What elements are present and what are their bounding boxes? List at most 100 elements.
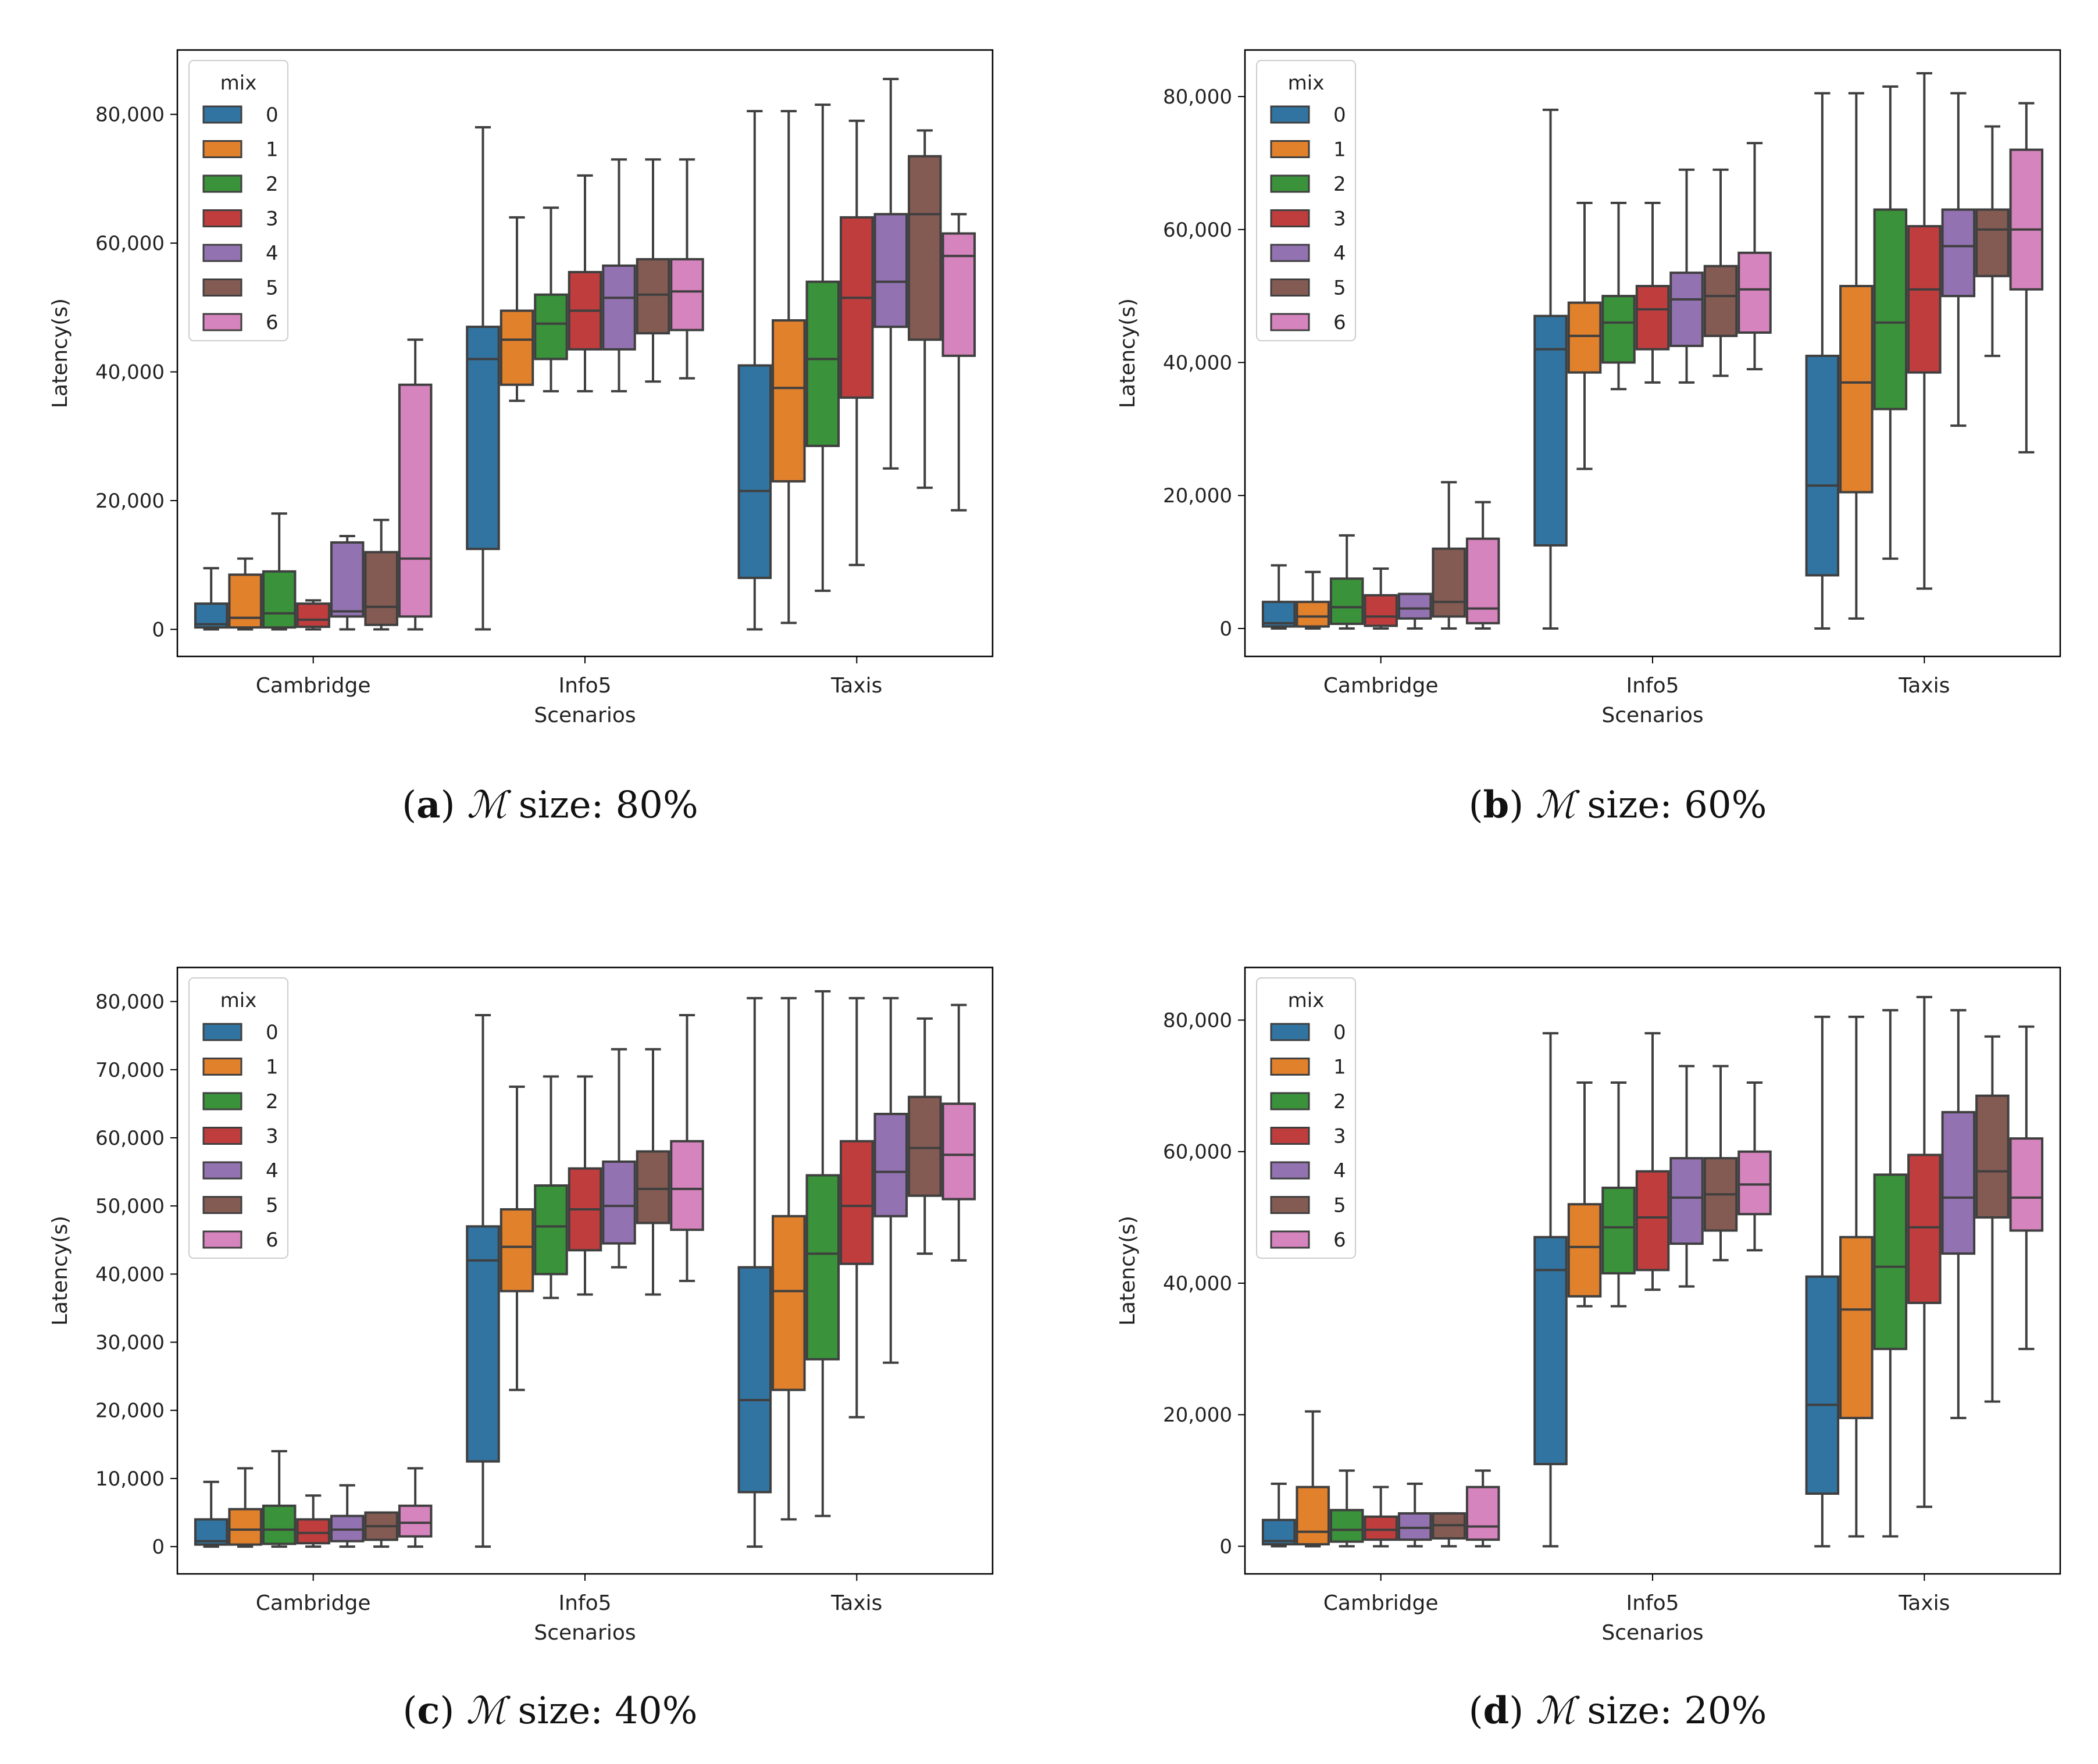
box-iqr	[737, 1266, 772, 1494]
box-iqr	[1397, 592, 1432, 620]
box-1-taxis	[772, 997, 806, 1521]
legend-label-2: 2	[1333, 173, 1346, 196]
legend-label-1: 1	[266, 138, 279, 162]
y-axis-label: Latency(s)	[48, 1216, 72, 1326]
box-5-taxis	[1975, 125, 2010, 358]
legend-swatch-3	[1270, 1127, 1310, 1145]
legend: mix 0 1 2 3 4 5 6	[1256, 60, 1356, 341]
box-1-cambridge	[1296, 570, 1330, 630]
legend-swatch-0	[1270, 1023, 1310, 1041]
legend-label-4: 4	[266, 1159, 279, 1183]
legend-swatch-4	[1270, 1161, 1310, 1180]
box-0-cambridge	[1261, 1483, 1296, 1548]
box-iqr	[636, 1150, 670, 1224]
box-5-cambridge	[364, 1511, 398, 1548]
box-iqr	[296, 602, 330, 629]
chart-panel-1: 0 20,000 40,000 60,000 80,000 Cambridge Info5 T…	[1116, 49, 2061, 827]
box-iqr	[1703, 265, 1738, 337]
box-4-cambridge	[330, 1484, 365, 1548]
box-iqr	[1397, 1512, 1432, 1541]
legend-swatch-4	[202, 1161, 242, 1180]
box-iqr	[262, 1504, 297, 1545]
box-6-cambridge	[1465, 1469, 1500, 1548]
box-2-info5	[534, 1075, 568, 1299]
box-iqr	[873, 1112, 908, 1217]
x-tick-label: Taxis	[830, 1591, 882, 1615]
box-5-cambridge	[364, 519, 398, 631]
box-6-taxis	[2009, 1025, 2044, 1351]
y-tick-label: 0	[152, 618, 165, 641]
box-6-cambridge	[1465, 501, 1500, 630]
y-tick-label: 50,000	[95, 1195, 165, 1218]
box-iqr	[1805, 355, 1840, 577]
box-iqr	[1329, 1509, 1364, 1543]
box-3-taxis	[840, 997, 874, 1419]
y-tick-label: 0	[1219, 1535, 1232, 1558]
y-tick-label: 30,000	[95, 1331, 165, 1355]
legend-label-3: 3	[1333, 208, 1346, 231]
box-3-info5	[568, 1075, 602, 1296]
box-4-cambridge	[330, 534, 365, 631]
legend-label-1: 1	[1333, 138, 1346, 162]
box-iqr	[364, 551, 398, 626]
box-4-cambridge	[1397, 592, 1432, 630]
box-iqr	[228, 1508, 262, 1546]
legend-label-5: 5	[1333, 1194, 1346, 1217]
box-3-taxis	[840, 119, 874, 566]
box-iqr	[296, 1518, 330, 1545]
x-tick-label: Info5	[558, 1591, 611, 1615]
box-6-info5	[1737, 142, 1772, 370]
legend-swatch-3	[202, 209, 242, 227]
box-iqr	[1567, 301, 1602, 374]
box-iqr	[1839, 284, 1874, 494]
box-iqr	[840, 1140, 874, 1265]
legend: mix 0 1 2 3 4 5 6	[188, 60, 288, 341]
box-iqr	[602, 1160, 636, 1245]
x-tick-label: Info5	[1626, 674, 1679, 698]
legend-label-2: 2	[266, 1090, 279, 1113]
box-iqr	[1364, 594, 1398, 627]
box-iqr	[398, 1504, 433, 1538]
box-4-info5	[1669, 1065, 1704, 1288]
box-iqr	[772, 1215, 806, 1391]
box-0-taxis	[737, 997, 772, 1548]
box-1-cambridge	[1296, 1410, 1330, 1548]
legend-swatch-1	[1270, 1058, 1310, 1076]
box-3-cambridge	[1364, 1486, 1398, 1548]
box-iqr	[534, 1184, 568, 1276]
box-0-info5	[1533, 108, 1568, 630]
box-3-cambridge	[1364, 567, 1398, 630]
axes-frame	[1244, 49, 2061, 658]
box-4-taxis	[1941, 1009, 1976, 1419]
legend-swatch-5	[1270, 1196, 1310, 1214]
box-iqr	[670, 258, 704, 331]
box-iqr	[737, 364, 772, 579]
box-2-info5	[534, 206, 568, 392]
box-5-taxis	[1975, 1035, 2010, 1403]
box-2-taxis	[805, 103, 840, 592]
legend-swatch-6	[202, 1230, 242, 1249]
box-5-info5	[1703, 1065, 1738, 1262]
box-1-taxis	[1839, 1015, 1874, 1538]
box-iqr	[1737, 1150, 1772, 1216]
y-tick-label: 20,000	[95, 490, 165, 513]
y-tick-label: 40,000	[1163, 1272, 1232, 1295]
y-axis-label: Latency(s)	[1116, 1216, 1140, 1326]
box-5-info5	[636, 158, 670, 383]
y-tick-label: 0	[1219, 617, 1232, 641]
box-iqr	[1873, 208, 1908, 410]
y-tick-label: 40,000	[1163, 352, 1232, 375]
box-3-cambridge	[296, 599, 330, 631]
box-2-cambridge	[262, 512, 297, 631]
box-iqr	[1839, 1235, 1874, 1419]
box-1-info5	[1567, 1081, 1602, 1308]
x-tick-label: Info5	[558, 674, 611, 698]
box-0-taxis	[1805, 1015, 1840, 1548]
box-0-info5	[466, 1014, 500, 1548]
box-4-info5	[602, 1048, 636, 1269]
legend-label-5: 5	[1333, 277, 1346, 300]
x-axis-label: Scenarios	[1601, 1621, 1703, 1645]
box-iqr	[1635, 1170, 1670, 1272]
x-axis-label: Scenarios	[534, 704, 636, 727]
x-tick-label: Cambridge	[1323, 1591, 1439, 1615]
